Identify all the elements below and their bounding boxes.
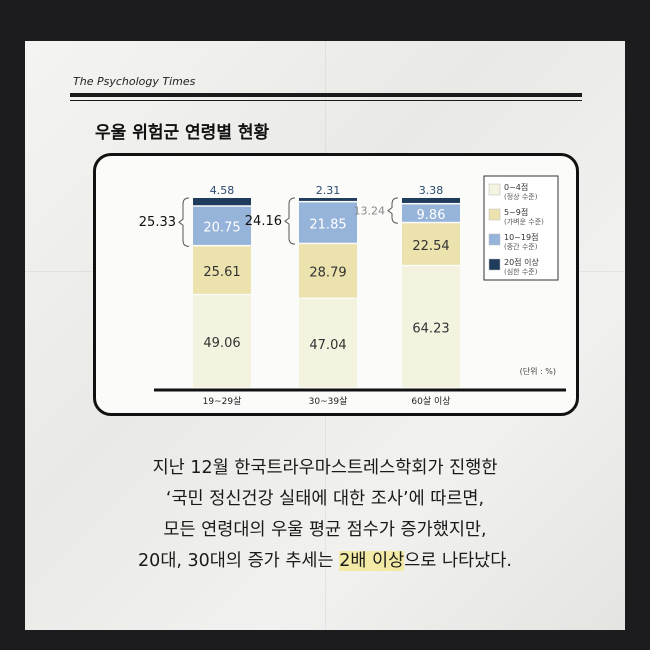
legend-sublabel: (중간 수준) — [504, 242, 538, 251]
header-rule — [70, 93, 582, 97]
bar-segment — [193, 198, 251, 206]
data-label: 4.58 — [210, 184, 235, 197]
legend-label: 10~19점 — [504, 232, 538, 242]
bar-segment — [299, 244, 357, 298]
bar-segment — [193, 246, 251, 294]
body-text: 지난 12월 한국트라우마스트레스학회가 진행한 ‘국민 정신건강 실태에 대한… — [25, 453, 625, 577]
unit-label: (단위 : %) — [520, 366, 556, 376]
bracket-total-label: 25.33 — [139, 215, 176, 230]
chart-heading: 우울 위험군 연령별 현황 — [95, 123, 270, 143]
stacked-bar-chart: 49.06 25.61 20.75 4.58 19~29살 25.33 47.04 28.79… — [139, 175, 566, 407]
bar-segment — [193, 206, 251, 245]
legend-swatch — [488, 258, 501, 271]
body-line: ‘국민 정신건강 실태에 대한 조사’에 따르면, — [165, 489, 485, 509]
data-label: 28.79 — [309, 266, 346, 281]
total-bracket — [387, 197, 399, 224]
legend-sublabel: (가벼운 수준) — [504, 217, 544, 226]
highlight-text: 2배 이상 — [339, 551, 405, 571]
legend-swatch — [488, 233, 501, 246]
data-label: 25.61 — [203, 265, 240, 280]
category-label: 30~39살 — [309, 396, 348, 407]
bracket-total-label: 24.16 — [245, 214, 282, 229]
legend-label: 5~9점 — [504, 207, 528, 217]
body-line: 지난 12월 한국트라우마스트레스학회가 진행한 — [152, 458, 498, 478]
bar-segment — [299, 299, 357, 388]
data-label: 9.86 — [417, 208, 446, 223]
category-label: 60살 이상 — [411, 396, 450, 407]
legend-label: 0~4점 — [504, 182, 528, 192]
legend-label: 20점 이상 — [504, 257, 539, 267]
body-text-segment: 20대, 30대의 증가 추세는 — [138, 551, 340, 571]
category-label: 19~29살 — [203, 396, 242, 407]
data-label: 64.23 — [412, 322, 449, 337]
data-label: 3.38 — [419, 184, 444, 197]
bar-segment — [402, 223, 460, 265]
brand-name: The Psychology Times — [73, 75, 196, 88]
bar-segment — [193, 295, 251, 388]
bar-segment — [299, 198, 357, 201]
header-rule-thin — [70, 100, 582, 101]
data-label: 49.06 — [203, 336, 240, 351]
legend-sublabel: (정상 수준) — [504, 192, 538, 201]
bar-segment — [402, 266, 460, 388]
bar-segment — [402, 204, 460, 222]
total-bracket — [284, 197, 296, 245]
data-label: 21.85 — [309, 217, 346, 232]
data-label: 20.75 — [203, 221, 240, 236]
bracket-total-label: 13.24 — [354, 205, 386, 218]
legend-swatch — [488, 208, 501, 221]
body-text-segment: 으로 나타났다. — [404, 551, 512, 571]
chart-frame: 49.06 25.61 20.75 4.58 19~29살 25.33 47.04 28.79… — [93, 153, 579, 416]
bar-segment — [402, 197, 460, 203]
body-line: 모든 연령대의 우울 평균 점수가 증가했지만, — [163, 520, 487, 540]
bar-segment — [299, 202, 357, 243]
body-line: 20대, 30대의 증가 추세는 2배 이상으로 나타났다. — [25, 546, 625, 577]
legend-sublabel: (심한 수준) — [504, 267, 538, 276]
data-label: 22.54 — [412, 239, 449, 254]
data-label: 47.04 — [309, 338, 346, 353]
data-label: 2.31 — [316, 184, 341, 197]
legend-swatch — [488, 183, 501, 196]
total-bracket — [178, 197, 190, 247]
paper-background: The Psychology Times 우울 위험군 연령별 현황 49.06… — [25, 41, 625, 630]
